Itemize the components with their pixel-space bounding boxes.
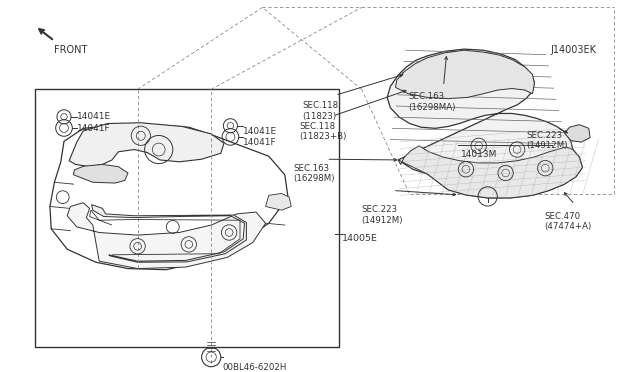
Bar [35, 89, 339, 347]
Polygon shape [398, 146, 582, 198]
Text: 14041E: 14041E [77, 112, 111, 121]
Text: 14013M: 14013M [461, 150, 497, 158]
Text: 14041F: 14041F [77, 124, 111, 132]
Text: SEC.163
(16298MA): SEC.163 (16298MA) [408, 92, 456, 112]
Polygon shape [69, 123, 224, 167]
Polygon shape [387, 49, 582, 198]
Polygon shape [564, 125, 590, 142]
Polygon shape [266, 193, 291, 210]
Text: 00BL46-6202H
(5): 00BL46-6202H (5) [223, 363, 287, 372]
Text: SEC.223
(14912M): SEC.223 (14912M) [362, 205, 403, 225]
Text: 14005E: 14005E [342, 234, 378, 243]
Text: SEC.470
(47474+A): SEC.470 (47474+A) [544, 212, 591, 231]
Polygon shape [396, 50, 534, 99]
Polygon shape [67, 203, 266, 269]
Text: 14041F: 14041F [243, 138, 277, 147]
Text: SEC.223
(14912M): SEC.223 (14912M) [526, 131, 568, 150]
Text: SEC.118
(11823+B): SEC.118 (11823+B) [300, 122, 347, 141]
Polygon shape [92, 205, 246, 262]
Text: J14003EK: J14003EK [550, 45, 596, 55]
Text: FRONT: FRONT [54, 45, 88, 55]
Polygon shape [74, 164, 128, 183]
Text: 14041E: 14041E [243, 127, 277, 136]
Text: SEC.163
(16298M): SEC.163 (16298M) [293, 164, 335, 183]
Text: SEC.118
(11823): SEC.118 (11823) [302, 101, 338, 121]
